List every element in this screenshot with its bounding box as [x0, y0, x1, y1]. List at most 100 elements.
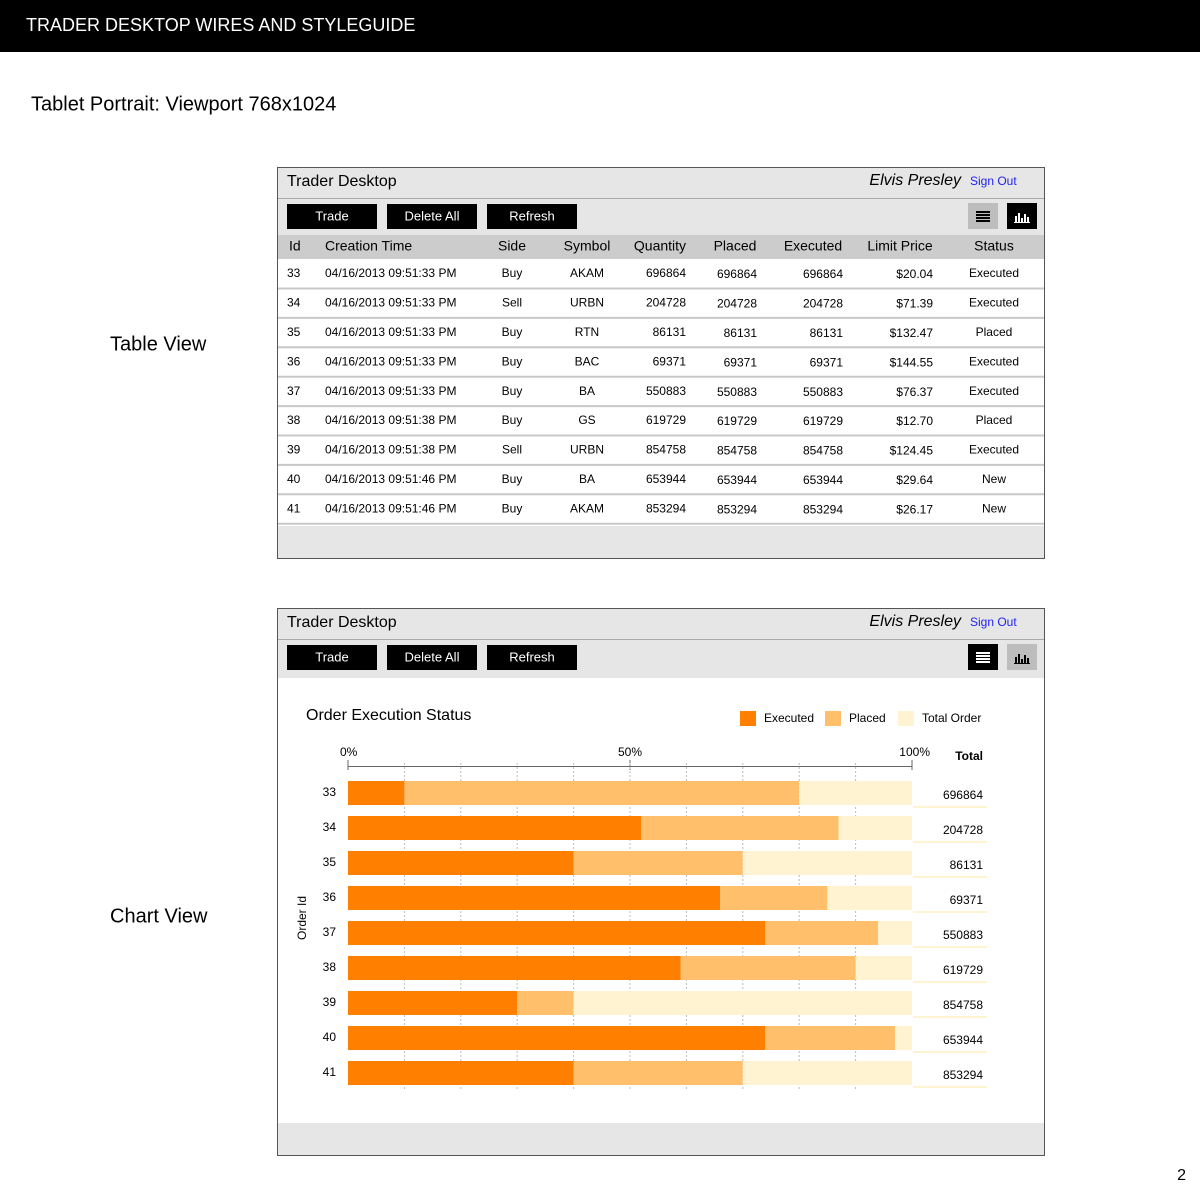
table-cell: $12.70: [896, 414, 933, 428]
button-label[interactable]: Trade: [315, 208, 348, 223]
y-tick-label: 38: [323, 960, 337, 974]
table-cell: 204728: [646, 296, 686, 310]
table-cell: Executed: [969, 266, 1019, 280]
total-value: 619729: [943, 963, 983, 977]
x-tick-label: 100%: [899, 745, 930, 759]
table-cell: Buy: [502, 384, 523, 398]
top-bar: [0, 0, 1200, 52]
page-title: TRADER DESKTOP WIRES AND STYLEGUIDE: [26, 15, 415, 35]
bar-segment: [895, 1026, 912, 1050]
icon-glyph: [976, 211, 990, 213]
view-toggle[interactable]: [1007, 203, 1037, 229]
bar-segment: [348, 816, 642, 840]
legend-label: Total Order: [922, 711, 981, 725]
table-cell: $124.45: [890, 444, 934, 458]
bar-segment: [404, 781, 800, 805]
bar-segment: [855, 956, 912, 980]
table-cell: 696864: [803, 267, 843, 281]
total-underline: [913, 1051, 987, 1053]
table-cell: Sell: [502, 443, 522, 457]
view-toggle[interactable]: [1007, 644, 1037, 670]
total-underline: [913, 946, 987, 948]
total-underline: [913, 841, 987, 843]
chart-title: Order Execution Status: [306, 707, 471, 724]
bar-segment: [348, 921, 766, 945]
icon-glyph: [976, 220, 990, 222]
column-header: Quantity: [634, 238, 686, 254]
button[interactable]: [287, 204, 377, 229]
table-cell: New: [982, 472, 1006, 486]
table-cell: 619729: [803, 414, 843, 428]
bar-segment: [348, 1026, 766, 1050]
column-header: Executed: [784, 238, 842, 254]
table-cell: 854758: [717, 444, 757, 458]
column-header: Id: [289, 238, 301, 254]
button[interactable]: [487, 204, 577, 229]
app-title: Trader Desktop: [287, 173, 397, 190]
page-number: 2: [1177, 1167, 1186, 1184]
table-cell: 41: [287, 501, 301, 515]
button-label[interactable]: Trade: [315, 649, 348, 664]
total-underline: [913, 806, 987, 808]
column-header: Side: [498, 238, 526, 254]
table-cell: Buy: [502, 472, 523, 486]
table-cell: 04/16/2013 09:51:38 PM: [325, 443, 456, 457]
table-cell: 619729: [717, 414, 757, 428]
total-underline: [913, 1086, 987, 1088]
icon-glyph: [1024, 655, 1026, 663]
button[interactable]: [487, 645, 577, 670]
bar-segment: [680, 956, 856, 980]
table-cell: 853294: [803, 502, 843, 516]
table-cell: Executed: [969, 443, 1019, 457]
table-cell: 33: [287, 266, 301, 280]
button-label[interactable]: Refresh: [509, 649, 555, 664]
table-cell: 550883: [717, 385, 757, 399]
table-cell: GS: [578, 413, 595, 427]
table-cell: 853294: [717, 502, 757, 516]
table-cell: Placed: [976, 325, 1013, 339]
table-cell: 69371: [724, 355, 758, 369]
table-cell: Executed: [969, 384, 1019, 398]
table-cell: 86131: [810, 326, 844, 340]
button-label[interactable]: Delete All: [405, 649, 460, 664]
total-value: 853294: [943, 1068, 983, 1082]
table-cell: $26.17: [896, 502, 933, 516]
table-cell: 653944: [803, 473, 843, 487]
table-cell: BA: [579, 472, 595, 486]
table-cell: $132.47: [890, 326, 934, 340]
panel-footer: [278, 1123, 1044, 1155]
button-label[interactable]: Refresh: [509, 208, 555, 223]
sign-out-link[interactable]: Sign Out: [970, 615, 1017, 629]
table-cell: 853294: [646, 501, 686, 515]
table-cell: 619729: [646, 413, 686, 427]
table-cell: $29.64: [896, 473, 933, 487]
total-value: 696864: [943, 788, 983, 802]
bar-segment: [641, 816, 839, 840]
section-label: Chart View: [110, 905, 208, 927]
button[interactable]: [287, 645, 377, 670]
bar-segment: [742, 1061, 912, 1085]
icon-glyph: [1021, 218, 1023, 222]
y-tick-label: 37: [323, 925, 337, 939]
y-tick-label: 40: [323, 1030, 337, 1044]
button[interactable]: [387, 645, 477, 670]
total-underline: [913, 1016, 987, 1018]
button[interactable]: [387, 204, 477, 229]
legend-label: Executed: [764, 711, 814, 725]
table-cell: 04/16/2013 09:51:33 PM: [325, 325, 456, 339]
y-tick-label: 36: [323, 890, 337, 904]
table-cell: Buy: [502, 354, 523, 368]
button-label[interactable]: Delete All: [405, 208, 460, 223]
table-cell: 86131: [653, 325, 687, 339]
icon-glyph: [976, 658, 990, 660]
table-cell: 04/16/2013 09:51:33 PM: [325, 266, 456, 280]
table-cell: 854758: [646, 443, 686, 457]
total-value: 854758: [943, 998, 983, 1012]
table-cell: 69371: [653, 354, 687, 368]
table-cell: 69371: [810, 355, 844, 369]
table-cell: 550883: [803, 385, 843, 399]
table-cell: Executed: [969, 296, 1019, 310]
sign-out-link[interactable]: Sign Out: [970, 174, 1017, 188]
table-cell: BAC: [575, 354, 600, 368]
